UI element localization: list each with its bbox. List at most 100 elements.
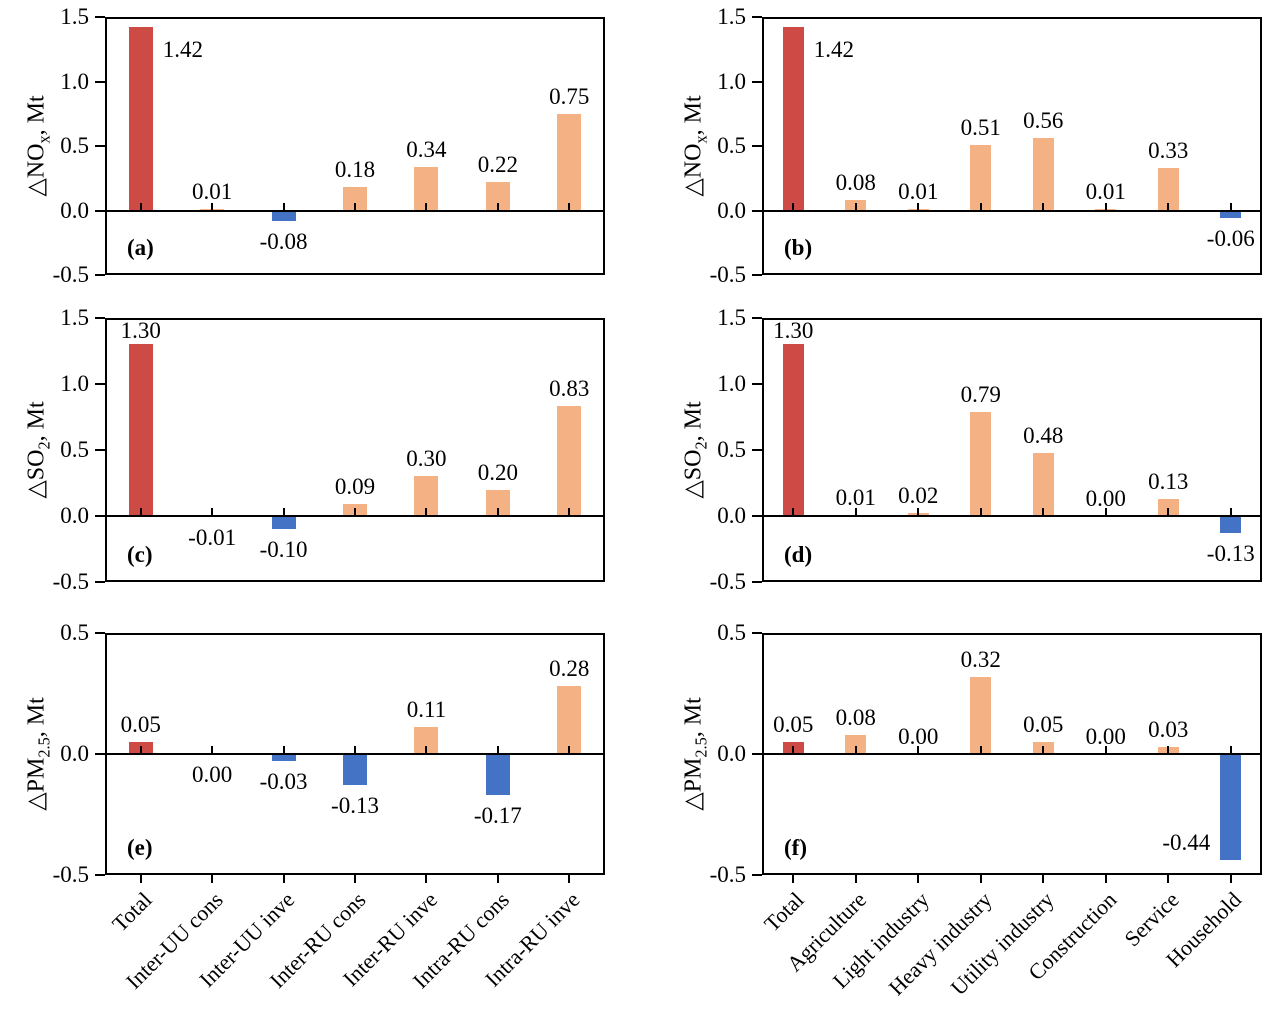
zero-axis-line: [762, 753, 1262, 755]
y-axis-title-unit: , Mt: [680, 95, 707, 136]
y-tick-label: -0.5: [709, 862, 746, 887]
x-tick-mark: [854, 875, 857, 883]
value-label: -0.44: [1162, 830, 1211, 856]
value-label: 0.00: [898, 724, 939, 749]
x-category-label-total: Total: [759, 887, 809, 937]
y-tick-label: 1.0: [717, 371, 746, 396]
category-tick: [139, 746, 142, 754]
value-label: 1.42: [813, 37, 854, 63]
category-tick: [1229, 202, 1232, 211]
value-label: 1.30: [120, 318, 161, 343]
y-tick-mark: [95, 274, 105, 276]
value-label: 0.00: [192, 762, 233, 787]
zero-axis-line: [105, 209, 605, 212]
value-label: 0.02: [898, 483, 939, 509]
value-label: 0.13: [1148, 468, 1189, 494]
plot-area-a: (a) 1.5 1.0 0.5 0.0 -0.5 1.42 0.01 -0.08 0.18 0.3…: [53, 4, 605, 287]
x-tick-mark: [282, 875, 285, 883]
plot-area-f: (f) 0.5 0.0 -0.5 0.05 Total 0.08 Agriculture 0.…: [710, 620, 1262, 1000]
y-axis-title: △SO2, Mt: [679, 401, 712, 498]
plot-frame: [105, 17, 605, 275]
y-tick-mark: [752, 874, 762, 876]
x-tick-mark: [1104, 875, 1107, 883]
y-tick-mark: [752, 209, 762, 212]
bar-household: [1220, 516, 1242, 534]
y-tick-mark: [95, 209, 105, 212]
category-tick: [917, 202, 920, 211]
y-tick-label: 0.5: [717, 437, 746, 462]
y-axis-title-subscript: 2: [691, 441, 711, 450]
bar-intra-ru-cons: [485, 182, 510, 211]
bar-total: [782, 741, 804, 754]
value-label: -0.13: [1206, 541, 1255, 567]
y-tick-mark: [752, 317, 762, 319]
category-tick: [425, 508, 428, 516]
category-tick: [568, 202, 571, 211]
value-label: 0.33: [1148, 137, 1189, 163]
value-label: 0.20: [477, 459, 518, 485]
value-label: 0.28: [549, 656, 590, 682]
value-label: 0.11: [406, 697, 447, 723]
value-label: 0.22: [477, 152, 518, 178]
y-tick-label: 0.5: [60, 437, 89, 462]
y-tick-mark: [95, 383, 105, 385]
value-label: 0.79: [960, 381, 1001, 407]
value-label: 1.30: [773, 318, 814, 343]
category-tick: [854, 746, 857, 754]
bar-service: [1157, 498, 1179, 516]
value-label: 0.05: [773, 711, 814, 737]
bar-heavy-industry: [970, 411, 992, 516]
value-label: 0.30: [406, 446, 447, 472]
category-tick: [979, 202, 982, 211]
category-tick: [354, 746, 356, 754]
y-tick-mark: [95, 581, 105, 583]
x-tick-mark: [1167, 875, 1170, 883]
value-label: -0.10: [259, 537, 308, 563]
y-axis-title: △NOx, Mt: [679, 95, 712, 196]
zero-axis-line: [762, 515, 1262, 517]
y-tick-mark: [95, 449, 105, 451]
y-tick-mark: [752, 16, 762, 18]
value-label: 0.56: [1023, 108, 1064, 134]
y-axis-title-text: △NO: [680, 143, 707, 197]
x-tick-mark: [979, 875, 982, 883]
y-tick-mark: [752, 80, 762, 83]
value-label: -0.13: [331, 793, 379, 819]
bar-agriculture: [845, 734, 867, 754]
bar-inter-ru-inve: [414, 476, 439, 516]
x-tick-mark: [1042, 875, 1045, 883]
value-label: 0.09: [334, 474, 376, 500]
bar-inter-ru-inve: [414, 727, 439, 754]
value-label: 0.51: [960, 114, 1001, 140]
bar-intra-ru-cons: [485, 489, 510, 516]
y-axis-title-subscript: x: [34, 135, 54, 144]
x-category-label-inter-uu-inve: Inter-UU inve: [194, 887, 300, 993]
y-axis-title-text: △SO: [680, 449, 707, 499]
y-tick-mark: [95, 16, 105, 18]
y-tick-label: 1.5: [717, 4, 746, 29]
value-label: 0.01: [898, 179, 939, 205]
panel-letter: (e): [127, 835, 153, 860]
y-tick-mark: [95, 753, 105, 755]
category-tick: [211, 746, 214, 754]
category-tick: [568, 746, 571, 754]
bar-inter-uu-cons: [200, 209, 225, 211]
y-tick-mark: [95, 317, 105, 319]
y-tick-label: 0.5: [717, 133, 746, 158]
panel-letter: (f): [784, 835, 807, 860]
value-label: 0.01: [835, 484, 876, 510]
y-tick-label: -0.5: [709, 262, 746, 287]
bar-intra-ru-inve: [557, 406, 582, 516]
value-label: 0.34: [406, 136, 447, 162]
x-category-label-household: Household: [1161, 887, 1247, 973]
x-category-label-service: Service: [1119, 887, 1184, 952]
plot-area-b: (b) 1.5 1.0 0.5 0.0 -0.5 1.42 0.08 0.01 0.51 0.56…: [710, 4, 1262, 287]
bar-construction: [1095, 209, 1117, 211]
category-tick: [1042, 508, 1045, 516]
bar-heavy-industry: [970, 676, 992, 754]
value-label: 0.01: [192, 179, 233, 205]
bar-inter-uu-cons: [200, 516, 225, 518]
category-tick: [282, 746, 285, 754]
